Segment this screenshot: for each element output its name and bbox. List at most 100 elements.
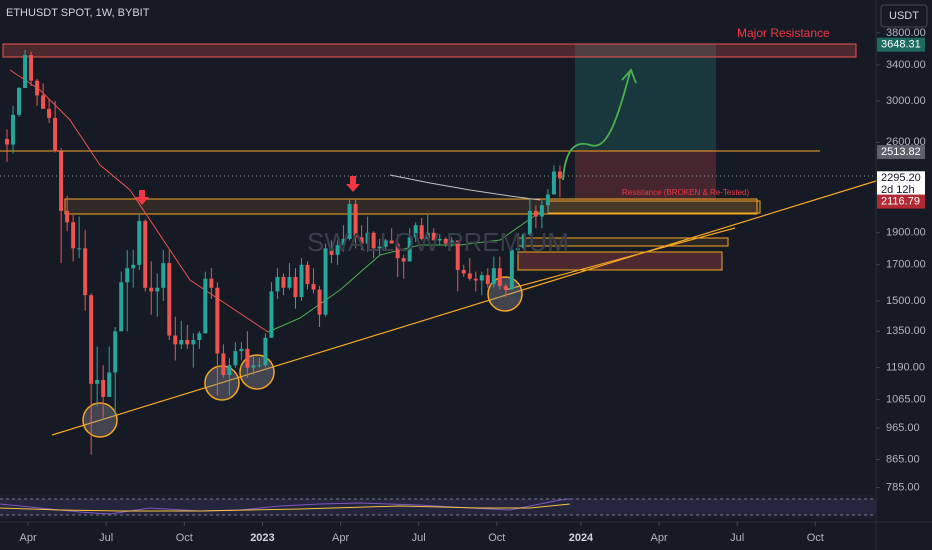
candle-body <box>407 237 412 262</box>
candle-body <box>29 55 34 81</box>
y-tick-label: 1350.00 <box>886 325 926 337</box>
candle-body <box>437 238 442 241</box>
candle-body <box>383 240 388 247</box>
highlight-circle <box>239 354 275 390</box>
candle-body <box>209 278 214 288</box>
candle-body <box>365 232 370 244</box>
candle-body <box>443 238 448 244</box>
candle-body <box>509 249 514 290</box>
x-tick-label: Jul <box>412 532 426 544</box>
y-tick-label: 785.00 <box>886 481 920 493</box>
candle-body <box>275 276 280 292</box>
annotations <box>0 43 877 519</box>
candle-body <box>491 268 496 285</box>
candle-body <box>323 248 328 315</box>
candle-body <box>239 348 244 352</box>
candle-body <box>479 275 484 281</box>
y-tick-label: 3800.00 <box>886 27 926 39</box>
candle-body <box>389 240 394 244</box>
candle-body <box>5 139 10 145</box>
candle-body <box>395 243 400 259</box>
candle-body <box>455 240 460 270</box>
candle-body <box>149 287 154 292</box>
down-arrow <box>135 190 149 205</box>
candle-body <box>269 291 274 338</box>
currency-button[interactable] <box>880 4 928 28</box>
candle-body <box>341 238 346 246</box>
trend-line <box>51 180 877 436</box>
price-tag-label: 2295.20 <box>881 172 921 184</box>
projection-arrow-head <box>621 68 637 84</box>
moving-average <box>389 174 541 201</box>
candle-body <box>545 194 550 206</box>
candle-body <box>539 205 544 217</box>
watermark: SWALLOW PREMIUM <box>307 227 569 257</box>
candle-body <box>461 269 466 274</box>
candle-body <box>527 210 532 235</box>
y-tick-label: 1065.00 <box>886 394 926 406</box>
candle-body <box>41 95 46 109</box>
candle-body <box>185 339 190 345</box>
candle-body <box>137 220 142 265</box>
moving-average <box>267 211 541 333</box>
candle-body <box>17 87 22 115</box>
candle-body <box>347 203 352 239</box>
x-tick-label: Jul <box>730 532 744 544</box>
candle-body <box>113 331 118 373</box>
candle-body <box>167 263 172 336</box>
x-tick-label: Jul <box>99 532 113 544</box>
support-box <box>547 200 761 214</box>
candle-body <box>299 264 304 298</box>
loss-zone <box>575 150 716 200</box>
x-tick-label: Oct <box>488 532 505 544</box>
candle-body <box>233 351 238 366</box>
candle-body <box>143 220 148 288</box>
candle-body <box>401 258 406 262</box>
candle-body <box>281 276 286 288</box>
price-tag <box>877 171 925 198</box>
candle-body <box>107 372 112 397</box>
candle-body <box>293 276 298 298</box>
candle-body <box>221 353 226 375</box>
candle-body <box>257 365 262 367</box>
candle-body <box>377 246 382 249</box>
candle-body <box>305 264 310 285</box>
y-tick-label: 1500.00 <box>886 295 926 307</box>
candle-body <box>65 210 70 223</box>
candle-body <box>251 365 256 368</box>
resistance-box <box>2 43 857 58</box>
x-tick-label: 2024 <box>569 532 594 544</box>
y-tick-label: 1700.00 <box>886 259 926 271</box>
candle-body <box>131 264 136 269</box>
y-tick-label: 3400.00 <box>886 59 926 71</box>
candle-body <box>473 278 478 281</box>
x-tick-label: Oct <box>176 532 193 544</box>
candle-body <box>431 232 436 241</box>
down-arrow <box>346 176 360 192</box>
candle-body <box>35 80 40 96</box>
price-tag-label: 2116.79 <box>881 196 920 208</box>
candle-body <box>503 285 508 290</box>
candle-body <box>23 55 28 88</box>
candle-body <box>371 232 376 249</box>
annotation: Major Resistance <box>737 26 830 40</box>
x-tick-label: Apr <box>332 532 349 544</box>
rsi-line <box>0 498 571 515</box>
currency-label[interactable]: USDT <box>889 10 919 22</box>
candle-body <box>179 339 184 345</box>
candle-body <box>359 237 364 244</box>
price-tag <box>877 145 925 160</box>
price-tag <box>877 194 925 209</box>
candle-body <box>353 203 358 238</box>
candle-body <box>95 380 100 384</box>
annotation: Resistance (BROKEN & Re-Tested) <box>622 188 749 197</box>
candle-body <box>119 282 124 332</box>
candle-body <box>47 108 52 118</box>
candle-body <box>413 225 418 238</box>
candle-body <box>551 171 556 195</box>
candle-body <box>425 232 430 239</box>
candle-body <box>89 295 94 384</box>
candle-body <box>521 234 526 249</box>
